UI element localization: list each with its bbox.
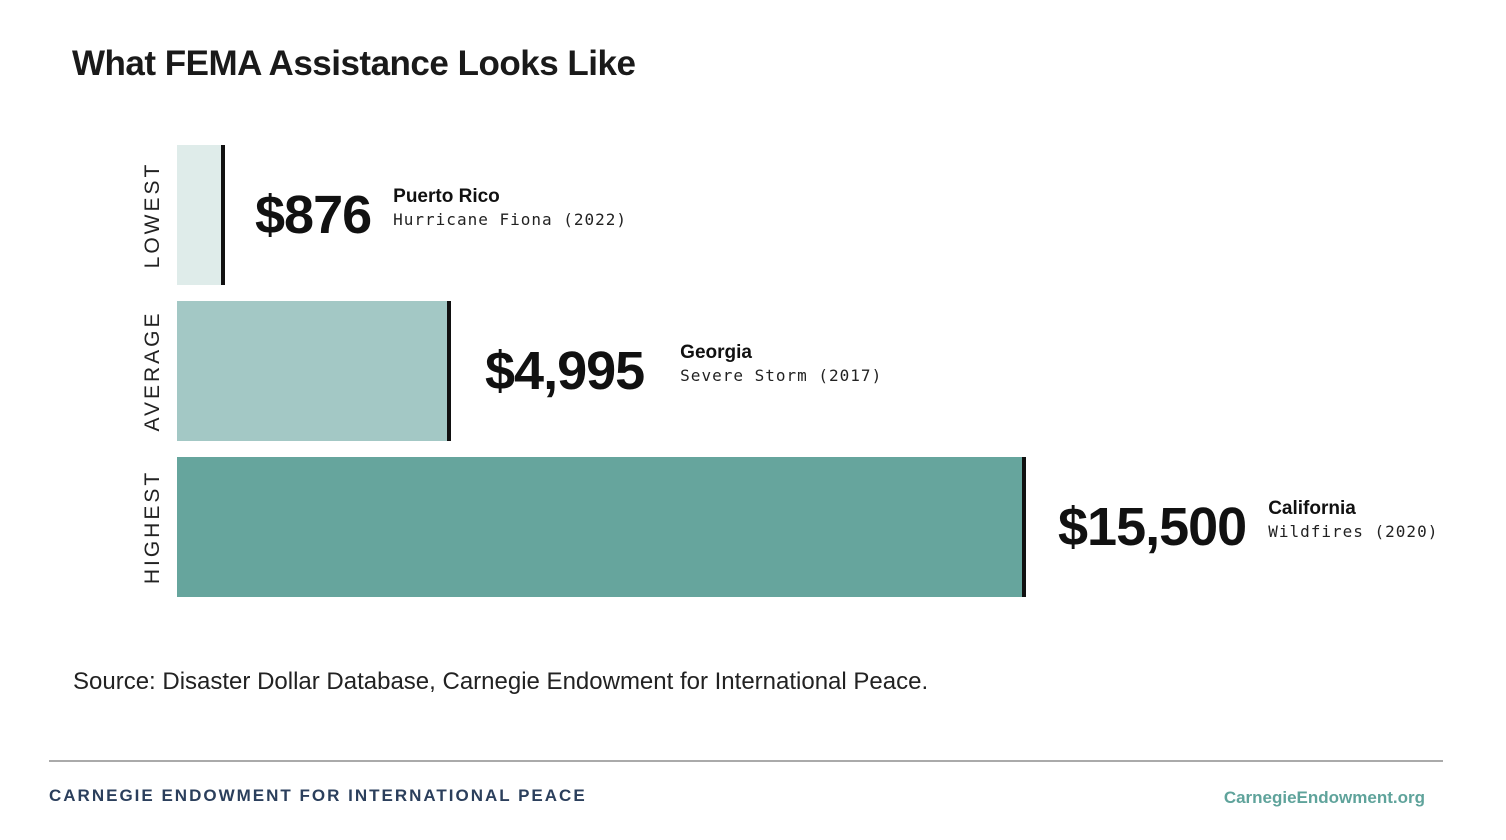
place-label: California <box>1268 497 1356 519</box>
bar-row-lowest: LOWEST $876 Puerto Rico Hurricane Fiona (… <box>130 145 1500 285</box>
bar-label: $15,500 California Wildfires (2020) <box>1058 457 1438 597</box>
event-label: Wildfires (2020) <box>1268 521 1439 541</box>
bar-label: $876 Puerto Rico Hurricane Fiona (2022) <box>255 145 627 285</box>
event-label: Severe Storm (2017) <box>680 365 883 385</box>
source-note: Source: Disaster Dollar Database, Carneg… <box>73 668 929 695</box>
category-text: LOWEST <box>141 161 164 269</box>
event-label: Hurricane Fiona (2022) <box>393 209 628 229</box>
value-label: $15,500 <box>1058 497 1247 557</box>
category-label: LOWEST <box>130 145 176 285</box>
footer-site-link[interactable]: CarnegieEndowment.org <box>1223 788 1425 807</box>
chart-title: What FEMA Assistance Looks Like <box>72 44 636 83</box>
bar-row-highest: HIGHEST $15,500 California Wildfires (202… <box>130 457 1500 597</box>
place-label: Georgia <box>680 341 752 363</box>
category-label: HIGHEST <box>130 457 176 597</box>
footer-divider <box>49 760 1443 762</box>
bar-lowest <box>177 145 225 285</box>
bar-highest <box>177 457 1026 597</box>
category-text: HIGHEST <box>141 469 164 585</box>
place-label: Puerto Rico <box>393 185 500 207</box>
bar-label: $4,995 Georgia Severe Storm (2017) <box>485 301 882 441</box>
bar-average <box>177 301 451 441</box>
bar-row-average: AVERAGE $4,995 Georgia Severe Storm (2017… <box>130 301 1500 441</box>
category-label: AVERAGE <box>130 301 176 441</box>
category-text: AVERAGE <box>141 310 164 432</box>
value-label: $4,995 <box>485 341 645 401</box>
footer-org: CARNEGIE ENDOWMENT FOR INTERNATIONAL PEA… <box>49 786 587 805</box>
value-label: $876 <box>255 185 372 245</box>
